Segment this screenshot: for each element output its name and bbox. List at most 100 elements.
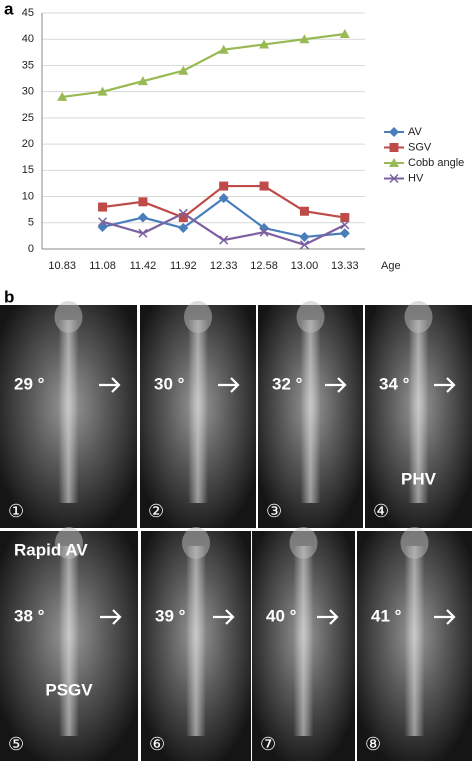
- skull: [184, 301, 212, 333]
- marker: [137, 212, 148, 223]
- marker: [178, 213, 188, 223]
- y-tick-label: 5: [28, 217, 34, 229]
- xray-image: 32 ° ③: [258, 301, 363, 528]
- angle-label: 38 °: [14, 606, 45, 625]
- panel-label: a: [4, 0, 14, 18]
- arrow: [434, 377, 456, 393]
- spine: [293, 546, 314, 736]
- marker: [339, 228, 350, 239]
- marker: [340, 220, 350, 230]
- image-number: ⑤: [8, 734, 24, 754]
- marker: [389, 158, 399, 167]
- x-tick-label: 10.83: [48, 260, 76, 272]
- angle-label: 34 °: [379, 374, 410, 393]
- arrow: [213, 609, 235, 625]
- image-number: ②: [148, 501, 164, 521]
- marker: [259, 181, 269, 191]
- marker: [98, 202, 108, 212]
- spine: [404, 546, 425, 736]
- x-tick-label: 13.00: [291, 260, 319, 272]
- x-axis-label: Age: [381, 260, 401, 272]
- arrow: [317, 609, 339, 625]
- spine: [58, 320, 79, 503]
- arrow: [325, 377, 347, 393]
- spine: [186, 546, 206, 736]
- marker: [138, 197, 148, 207]
- marker: [98, 217, 108, 227]
- skull: [55, 527, 83, 559]
- image-number: ③: [266, 501, 282, 521]
- x-tick-label: 12.33: [210, 260, 238, 272]
- legend-label: Cobb angle: [408, 157, 464, 169]
- spine: [59, 546, 79, 736]
- xray-image: 41 ° ⑧: [357, 527, 472, 761]
- arrow: [218, 377, 240, 393]
- marker: [97, 86, 108, 96]
- image-number: ⑥: [149, 734, 165, 754]
- xray-image: 29 ° ①: [0, 301, 137, 528]
- xray-image: 38 ° ⑤ Rapid AV PSGV: [0, 527, 138, 761]
- angle-label: 41 °: [371, 606, 402, 625]
- legend-label: HV: [408, 172, 424, 184]
- marker: [389, 127, 399, 137]
- xray-image: 34 ° ④ PHV: [365, 301, 472, 528]
- x-tick-label: 11.92: [170, 260, 197, 272]
- arrow: [99, 377, 121, 393]
- spine: [300, 320, 321, 503]
- y-tick-label: 15: [22, 164, 34, 176]
- image-number: ①: [8, 501, 24, 521]
- angle-label: 29 °: [14, 374, 45, 393]
- y-tick-label: 30: [22, 86, 34, 98]
- marker: [259, 227, 269, 237]
- skull: [289, 527, 318, 559]
- spine: [188, 320, 208, 503]
- y-tick-label: 35: [22, 59, 34, 71]
- arrow: [434, 609, 456, 625]
- marker: [138, 228, 148, 238]
- skull: [404, 301, 433, 333]
- x-tick-label: 11.08: [89, 260, 116, 272]
- skull: [54, 301, 83, 333]
- xray-image: 39 ° ⑥: [141, 527, 251, 761]
- marker: [299, 231, 310, 242]
- spine: [408, 320, 429, 503]
- marker: [299, 240, 309, 250]
- y-tick-label: 40: [22, 33, 34, 45]
- marker: [178, 223, 189, 234]
- y-tick-label: 45: [22, 7, 34, 19]
- marker: [340, 213, 350, 223]
- xray-image: 30 ° ②: [140, 301, 256, 528]
- arrow: [100, 609, 122, 625]
- image-note: Rapid AV: [14, 540, 88, 559]
- marker: [389, 173, 399, 184]
- angle-label: 32 °: [272, 374, 303, 393]
- legend-label: AV: [408, 126, 423, 138]
- image-number: ⑧: [365, 734, 381, 754]
- marker: [259, 39, 270, 49]
- x-tick-label: 11.42: [130, 260, 157, 272]
- skull: [400, 527, 429, 559]
- y-tick-label: 20: [22, 138, 34, 150]
- marker: [218, 193, 229, 204]
- image-number: ⑦: [260, 734, 276, 754]
- marker: [219, 235, 229, 245]
- marker: [219, 181, 229, 191]
- xray-image: 40 ° ⑦: [252, 527, 355, 761]
- x-tick-label: 13.33: [331, 260, 359, 272]
- skull: [182, 527, 210, 559]
- marker: [218, 44, 229, 54]
- legend-label: SGV: [408, 141, 432, 153]
- marker: [57, 91, 68, 101]
- angle-label: 40 °: [266, 606, 297, 625]
- marker: [137, 76, 148, 86]
- x-tick-label: 12.58: [250, 260, 278, 272]
- y-tick-label: 10: [22, 190, 34, 202]
- image-note: PSGV: [45, 680, 93, 699]
- image-note: PHV: [401, 469, 437, 488]
- panel-label: b: [4, 287, 14, 306]
- skull: [296, 301, 325, 333]
- marker: [299, 206, 309, 216]
- marker: [178, 208, 188, 218]
- marker: [299, 34, 310, 44]
